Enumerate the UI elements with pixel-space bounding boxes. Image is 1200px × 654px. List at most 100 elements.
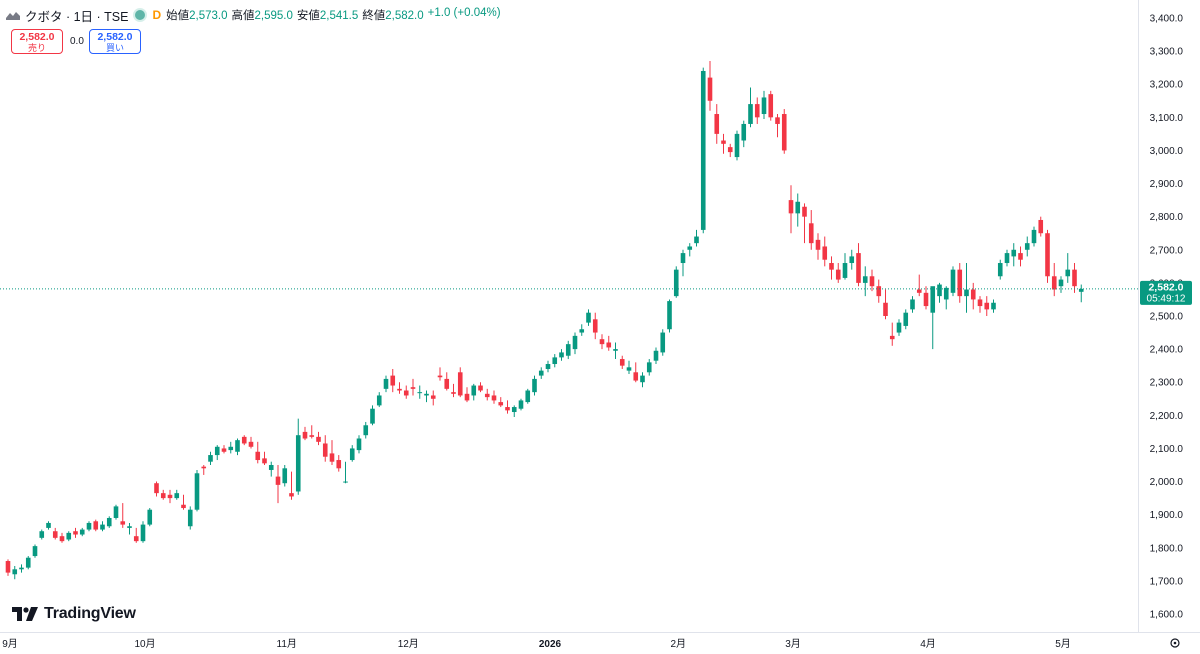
candle <box>687 243 693 257</box>
tradingview-logo[interactable]: TradingView <box>12 605 136 623</box>
candle <box>451 383 456 398</box>
candle <box>619 355 625 369</box>
candle <box>727 143 733 158</box>
sell-button[interactable]: 2,582.0 売り <box>11 29 63 54</box>
candle <box>876 279 882 303</box>
price-tick-label: 2,000.0 <box>1150 477 1184 488</box>
candle <box>289 471 294 500</box>
candle-body <box>781 114 787 151</box>
last-price-countdown: 05:49:12 <box>1147 293 1186 304</box>
price-tick-label: 2,300.0 <box>1150 378 1184 389</box>
price-axis: 1,600.0 1,700.0 1,800.0 1,900.0 2,000.0 2,100… <box>1150 14 1184 621</box>
candle <box>599 334 605 350</box>
candle <box>59 532 65 543</box>
candle <box>255 441 261 464</box>
candle <box>910 296 915 313</box>
candle <box>181 494 186 510</box>
candle-body <box>295 435 301 492</box>
price-tick-label: 3,400.0 <box>1150 14 1184 25</box>
candle-body <box>86 522 92 530</box>
candle <box>349 445 355 462</box>
candle <box>140 521 146 543</box>
candle-body <box>228 446 234 451</box>
candle <box>842 253 848 280</box>
candle <box>100 521 105 532</box>
candle-body <box>545 364 551 369</box>
candle-body <box>491 395 497 401</box>
candle <box>1011 243 1017 267</box>
candle-body <box>997 263 1003 277</box>
candle <box>592 312 598 340</box>
candle <box>457 367 463 398</box>
candle <box>235 438 240 456</box>
candle <box>795 193 801 227</box>
candle <box>241 435 247 446</box>
price-tick-label: 2,500.0 <box>1150 312 1184 323</box>
candle <box>1024 236 1030 257</box>
candle-body <box>1024 243 1030 250</box>
price-tick-label: 2,600.0 <box>1150 278 1184 289</box>
candle-body <box>565 344 571 356</box>
candle <box>120 503 126 528</box>
candle-body <box>302 431 308 439</box>
candle <box>464 387 470 403</box>
candle-body <box>748 104 753 124</box>
buy-label: 買い <box>105 43 124 53</box>
ohlc-open: 始値2,573.0 <box>166 10 228 22</box>
candle-body <box>275 476 281 485</box>
buy-button[interactable]: 2,582.0 買い <box>89 29 141 54</box>
candle <box>572 332 578 355</box>
chart-header: クボタ · 1日 · TSE D 始値2,573.0 高値2,595.0 安値2… <box>6 6 501 24</box>
candle <box>721 133 726 154</box>
candle <box>734 130 740 161</box>
candle <box>964 263 969 313</box>
candle-body <box>73 531 78 535</box>
candle <box>802 203 807 244</box>
candle <box>268 461 274 477</box>
symbol-title[interactable]: クボタ · 1日 · TSE <box>25 9 129 24</box>
candle-body <box>984 302 990 310</box>
candle <box>127 522 132 535</box>
candle-body <box>707 77 713 101</box>
candle-body <box>106 517 112 527</box>
candle <box>673 266 679 298</box>
candle-body <box>903 312 909 326</box>
candle-body <box>444 378 450 389</box>
candle <box>336 455 342 472</box>
candle-body <box>262 458 267 464</box>
candle <box>19 564 24 573</box>
interval-badge[interactable]: D <box>152 8 162 22</box>
candle <box>1038 216 1044 237</box>
candle <box>822 236 828 267</box>
candle-body <box>957 269 963 297</box>
candle-body <box>498 402 504 406</box>
candle <box>363 421 369 439</box>
candle <box>613 342 618 360</box>
candle-body <box>916 289 922 293</box>
candle-body <box>424 393 429 396</box>
candle-body <box>552 357 558 365</box>
candle-body <box>309 435 315 437</box>
candle <box>262 451 267 465</box>
candle-body <box>241 436 247 444</box>
candle <box>66 531 72 542</box>
candle-body <box>322 443 328 457</box>
market-status-icon[interactable] <box>133 8 148 22</box>
candle <box>633 362 639 383</box>
candle <box>1072 263 1077 293</box>
candle-body <box>167 494 173 499</box>
sell-price: 2,582.0 <box>19 31 55 43</box>
candle <box>383 375 389 393</box>
candle-body <box>5 561 11 573</box>
candle-body <box>140 524 146 542</box>
settings-icon[interactable] <box>1170 638 1180 648</box>
candle-body <box>255 451 261 461</box>
candle <box>694 229 699 247</box>
candle-body <box>977 299 983 307</box>
candle <box>228 441 234 454</box>
candle <box>370 405 375 426</box>
price-tick-label: 2,200.0 <box>1150 411 1184 422</box>
candle <box>505 400 510 414</box>
price-tick-label: 3,000.0 <box>1150 146 1184 157</box>
